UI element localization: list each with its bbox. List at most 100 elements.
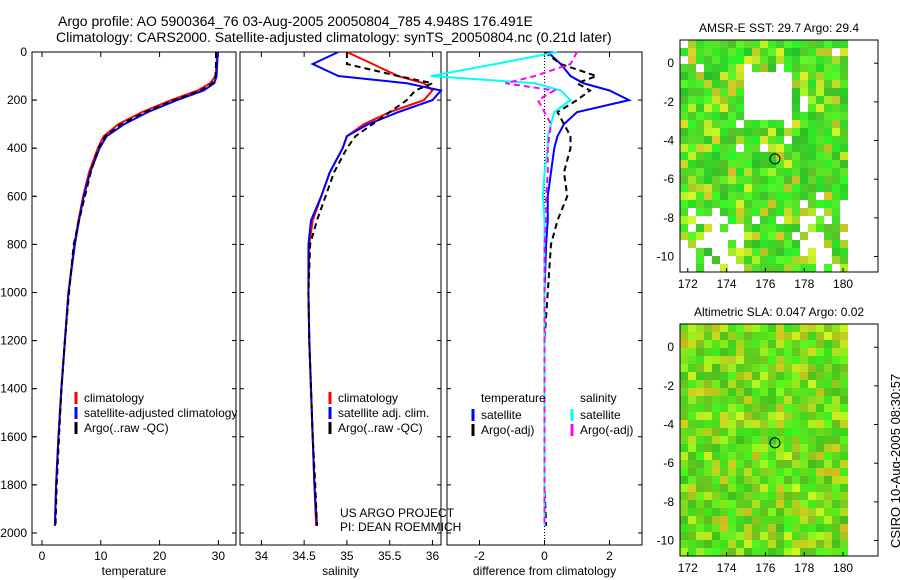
map-cell (736, 192, 744, 200)
map-cell (784, 248, 792, 256)
map-cell (688, 80, 696, 88)
map-cell (768, 484, 776, 492)
map-cell (736, 104, 744, 112)
map-cell (760, 388, 768, 396)
map-cell (808, 104, 816, 112)
map-cell (712, 80, 720, 88)
map-cell (816, 508, 824, 516)
map-cell (752, 372, 760, 380)
map-cell (760, 484, 768, 492)
map-cell (768, 444, 776, 452)
map-cell (736, 524, 744, 532)
map-cell (784, 176, 792, 184)
map-cell (824, 72, 832, 80)
map-cell (696, 548, 704, 556)
map-cell (736, 516, 744, 524)
map-cell (736, 324, 744, 332)
map-field (680, 324, 848, 556)
y-tick-label: 600 (7, 189, 27, 203)
map-cell (744, 216, 752, 224)
map-cell (688, 484, 696, 492)
map-cell (704, 380, 712, 388)
map-cell (720, 332, 728, 340)
map-cell (744, 152, 752, 160)
map-cell (744, 388, 752, 396)
map-cell (712, 404, 720, 412)
map-cell (824, 452, 832, 460)
map-cell (840, 240, 848, 248)
map-cell (768, 184, 776, 192)
map-cell (728, 524, 736, 532)
map-cell (752, 240, 760, 248)
map-cell (720, 372, 728, 380)
y-tick-label: -4 (663, 134, 674, 148)
map-cell (816, 404, 824, 412)
map-cell (688, 128, 696, 136)
map-cell (760, 500, 768, 508)
y-tick-label: 1800 (0, 478, 27, 492)
map-cell (712, 396, 720, 404)
map-cell (712, 240, 720, 248)
map-cell (712, 112, 720, 120)
map-cell (728, 428, 736, 436)
map-cell (696, 216, 704, 224)
map-cell (792, 256, 800, 264)
map-cell (712, 364, 720, 372)
map-cell (808, 144, 816, 152)
map-cell (840, 128, 848, 136)
map-cell (704, 208, 712, 216)
map-cell (736, 144, 744, 152)
map-cell (840, 364, 848, 372)
map-cell (760, 324, 768, 332)
map-cell (728, 388, 736, 396)
map-cell (824, 468, 832, 476)
map-cell (760, 532, 768, 540)
map-cell (776, 412, 784, 420)
map-cell (688, 412, 696, 420)
map-cell (680, 112, 688, 120)
map-cell (736, 120, 744, 128)
map-cell (696, 192, 704, 200)
map-cell (840, 540, 848, 548)
map-cell (840, 232, 848, 240)
map-cell (752, 104, 760, 112)
map-cell (800, 184, 808, 192)
map-cell (728, 532, 736, 540)
map-cell (776, 56, 784, 64)
map-cell (840, 508, 848, 516)
map-cell (808, 484, 816, 492)
map-cell (824, 372, 832, 380)
map-cell (720, 184, 728, 192)
map-cell (816, 256, 824, 264)
map-cell (760, 112, 768, 120)
map-cell (776, 184, 784, 192)
x-tick-label: 174 (717, 277, 737, 291)
map-cell (792, 120, 800, 128)
map-cell (696, 144, 704, 152)
map-cell (696, 484, 704, 492)
map-cell (704, 532, 712, 540)
map-cell (720, 388, 728, 396)
map-cell (752, 144, 760, 152)
map-cell (752, 216, 760, 224)
y-tick-label: -10 (657, 250, 675, 264)
map-cell (768, 540, 776, 548)
map-cell (736, 224, 744, 232)
map-cell (816, 364, 824, 372)
map-cell (824, 104, 832, 112)
map-cell (712, 340, 720, 348)
map-cell (752, 476, 760, 484)
map-cell (704, 364, 712, 372)
map-cell (808, 444, 816, 452)
map-cell (800, 208, 808, 216)
map-cell (840, 40, 848, 48)
map-cell (784, 192, 792, 200)
map-cell (816, 224, 824, 232)
map-cell (840, 104, 848, 112)
map-cell (680, 256, 688, 264)
map-cell (752, 332, 760, 340)
map-cell (736, 168, 744, 176)
map-cell (728, 88, 736, 96)
map-cell (688, 516, 696, 524)
map-cell (792, 176, 800, 184)
